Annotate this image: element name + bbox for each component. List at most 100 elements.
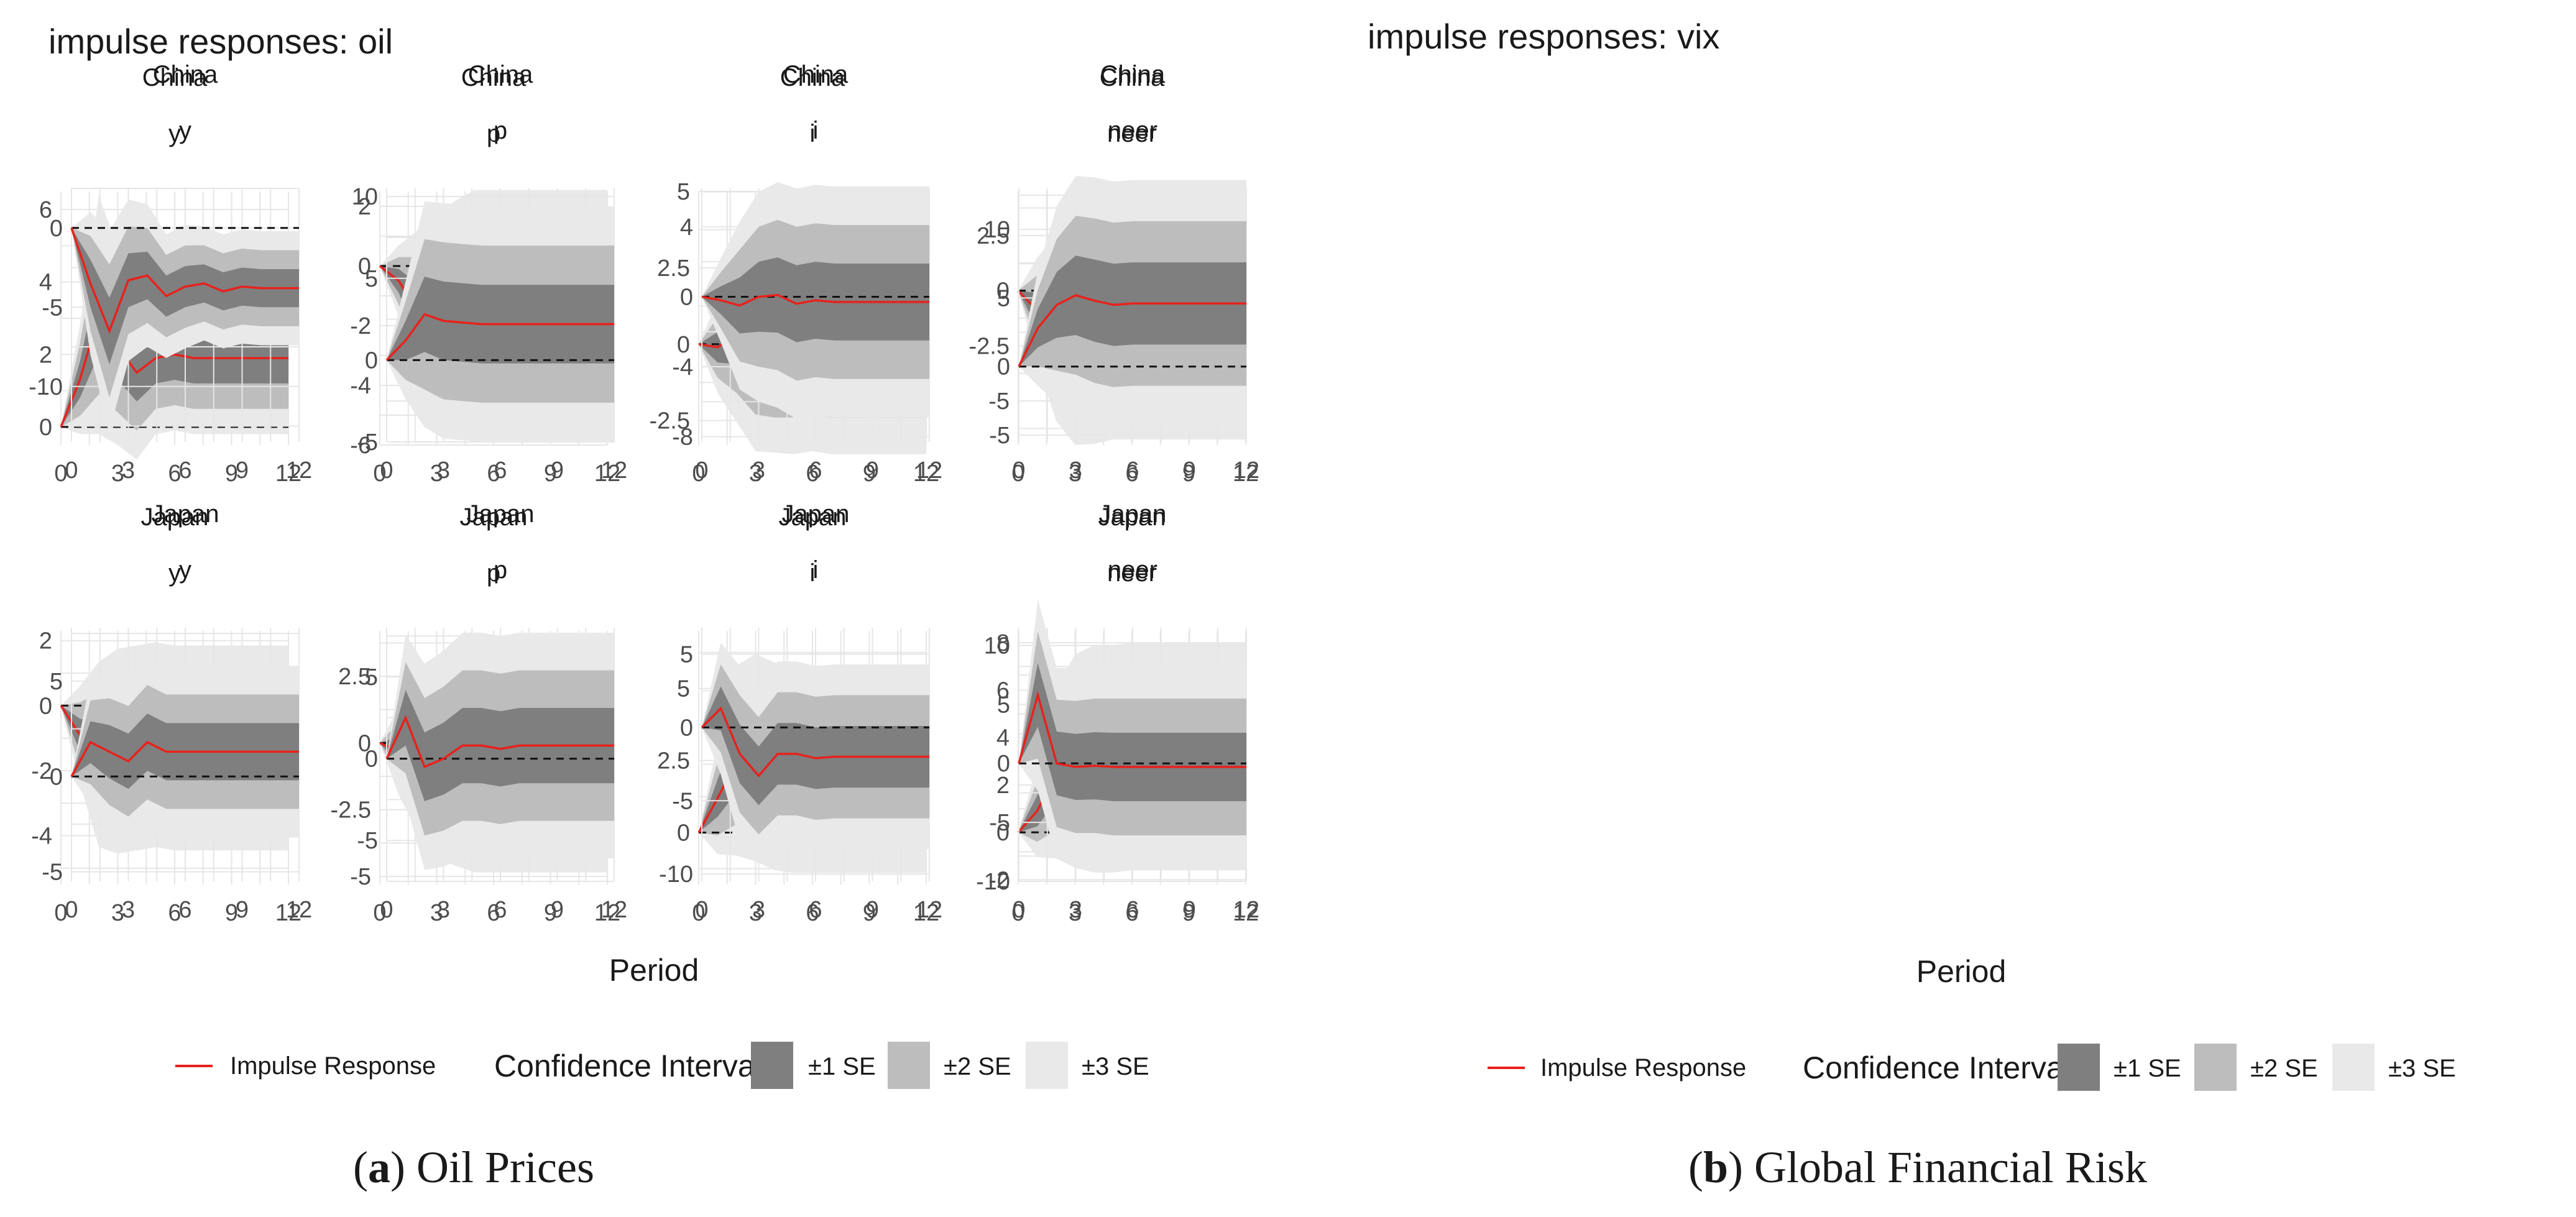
- x-tick-label: 9: [1183, 457, 1196, 484]
- caption-oil: (a) Oil Prices: [353, 1142, 594, 1192]
- y-tick-label: 0: [365, 746, 378, 773]
- x-tick-label: 12: [916, 897, 942, 923]
- impulse-response-line: [1018, 691, 1246, 768]
- x-tick-label: 9: [225, 461, 238, 487]
- y-tick-label: -5: [42, 860, 63, 886]
- panel-variable-label: neer: [1108, 556, 1157, 584]
- x-tick-label: 6: [494, 897, 507, 923]
- panel-variable-label: p: [487, 120, 500, 147]
- y-tick-label: 2: [358, 194, 371, 220]
- x-tick-label: 9: [544, 461, 557, 487]
- x-tick-label: 12: [1233, 457, 1259, 484]
- legend-ci-title: Confidence Interval: [494, 1049, 762, 1083]
- panel-variable-label: i: [810, 559, 816, 587]
- y-tick-label: -10: [659, 861, 693, 888]
- panel-country-label: Japan: [141, 503, 209, 531]
- x-tick-label: 0: [65, 457, 78, 484]
- x-tick-label: 9: [863, 900, 876, 926]
- panel-variable-label: y: [179, 117, 191, 144]
- x-tick-label: 3: [122, 897, 135, 923]
- y-tick-label: 2: [39, 628, 52, 654]
- y-tick-label: -10: [29, 374, 63, 400]
- panel-variable-label: neer: [1107, 559, 1157, 587]
- panel-variable-label: i: [813, 556, 819, 584]
- x-tick-label: 0: [373, 461, 386, 487]
- x-tick-label: 6: [487, 461, 500, 487]
- panel-country-label: China: [153, 61, 218, 88]
- panel-country-label: Japan: [782, 500, 850, 528]
- y-tick-label: 4: [996, 725, 1010, 751]
- panel: Japan p -5 0 5 0 3 6 9 12: [357, 500, 627, 923]
- caption-vix: (b) Global Financial Risk: [1688, 1142, 2147, 1192]
- y-tick-label: 0: [997, 751, 1010, 777]
- x-tick-label: 0: [1011, 900, 1024, 926]
- legend-swatch-2se: [2194, 1044, 2237, 1091]
- y-tick-label: -4: [31, 824, 52, 850]
- y-tick-label: 6: [39, 197, 52, 223]
- x-tick-label: 3: [1069, 461, 1082, 487]
- ci-band-1se: [71, 227, 299, 365]
- y-tick-label: 0: [996, 820, 1010, 846]
- x-tick-label: 0: [54, 461, 67, 487]
- legend-label-1se: ±1 SE: [808, 1053, 876, 1080]
- x-tick-label: 0: [54, 900, 67, 926]
- y-tick-label: 4: [39, 270, 52, 296]
- x-tick-label: 6: [168, 900, 181, 926]
- panel-variable-label: p: [487, 559, 500, 587]
- y-tick-label: 5: [365, 664, 378, 691]
- impulse-response-line: [701, 293, 929, 307]
- x-tick-label: 12: [275, 900, 301, 926]
- caption-vix-label: b: [1703, 1142, 1728, 1192]
- x-tick-label: 3: [437, 897, 450, 923]
- legend-line-label: Impulse Response: [1540, 1054, 1746, 1082]
- x-tick-label: 0: [1011, 461, 1024, 487]
- x-tick-label: 9: [1182, 461, 1195, 487]
- x-tick-label: 3: [752, 457, 765, 484]
- x-tick-label: 0: [1012, 457, 1025, 484]
- y-tick-label: 2: [996, 773, 1010, 799]
- panel-country-label: China: [780, 64, 845, 91]
- legend-line-label: Impulse Response: [230, 1052, 436, 1080]
- figure-title: impulse responses: vix: [1368, 17, 1719, 56]
- x-tick-label: 3: [749, 461, 762, 487]
- panel-variable-label: p: [494, 117, 507, 144]
- panel-variable-label: y: [168, 559, 181, 587]
- y-tick-label: -2: [31, 758, 52, 784]
- panel-country-label: Japan: [779, 503, 847, 531]
- figure-title: impulse responses: oil: [48, 22, 393, 61]
- x-tick-label: 12: [1233, 461, 1259, 487]
- x-tick-label: 9: [225, 900, 238, 926]
- x-tick-label: 6: [1125, 461, 1138, 487]
- x-tick-label: 0: [695, 897, 708, 923]
- y-tick-label: -2.5: [969, 333, 1010, 359]
- panel-country-label: China: [461, 64, 527, 91]
- x-tick-label: 6: [494, 457, 507, 484]
- panel-country-label: China: [468, 61, 533, 88]
- y-tick-label: 0: [680, 284, 693, 310]
- x-tick-label: 12: [275, 461, 301, 487]
- y-tick-label: 4: [680, 214, 693, 241]
- x-tick-label: 6: [178, 897, 191, 923]
- x-tick-label: 3: [111, 900, 124, 926]
- y-tick-label: 5: [365, 266, 378, 292]
- y-tick-label: 0: [680, 715, 693, 741]
- y-tick-label: -5: [357, 828, 378, 854]
- x-tick-label: 9: [863, 461, 876, 487]
- x-tick-label: 9: [544, 900, 557, 926]
- y-tick-label: 0: [50, 764, 63, 790]
- panel-country-label: China: [783, 61, 849, 88]
- x-tick-label: 6: [1125, 900, 1138, 926]
- ci-band-1se: [387, 277, 614, 364]
- panel-variable-label: neer: [1107, 120, 1157, 147]
- y-tick-label: 10: [984, 217, 1010, 243]
- y-tick-label: 5: [680, 641, 693, 668]
- panel-variable-label: i: [813, 117, 819, 144]
- x-tick-label: 3: [1069, 900, 1082, 926]
- y-tick-label: -4: [672, 354, 693, 380]
- y-tick-label: 5: [997, 692, 1010, 718]
- y-tick-label: 10: [352, 184, 378, 210]
- panel-variable-label: neer: [1108, 117, 1157, 144]
